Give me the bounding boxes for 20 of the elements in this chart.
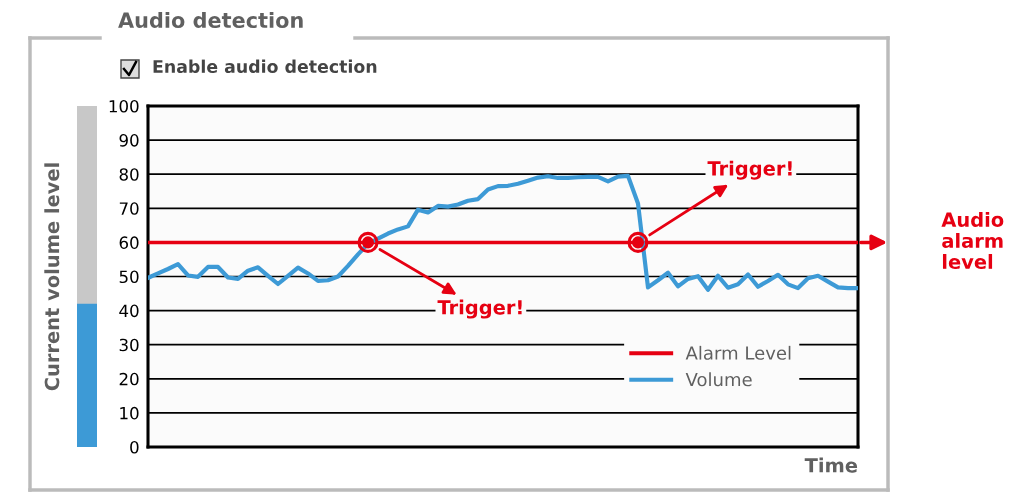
y-tick-label: 90 [119, 134, 139, 147]
y-tick-label: 80 [119, 168, 139, 181]
y-tick-label: 0 [130, 440, 139, 454]
legend-label: Alarm Level [685, 345, 791, 360]
annotation: Trigger! [437, 299, 522, 319]
y-tick-label: 40 [119, 304, 139, 318]
y-tick-label: 70 [119, 202, 139, 215]
x-axis-title: Time [804, 457, 858, 473]
text: Audio alarm level [941, 211, 1004, 270]
chart-subtitle: Enable audio detection [153, 59, 377, 74]
y-tick-label: 20 [119, 372, 139, 386]
y-tick-label: 30 [119, 338, 139, 352]
y-tick-label: 60 [119, 236, 139, 249]
legend-label: Volume [685, 372, 752, 387]
y-tick-label: 100 [109, 99, 139, 113]
chart-title: Audio detection [118, 11, 303, 29]
annotation: Trigger! [707, 160, 792, 180]
y-tick-label: 10 [120, 406, 139, 420]
y-tick-label: 50 [119, 270, 139, 284]
y-axis-title: Current volume level [44, 163, 60, 391]
